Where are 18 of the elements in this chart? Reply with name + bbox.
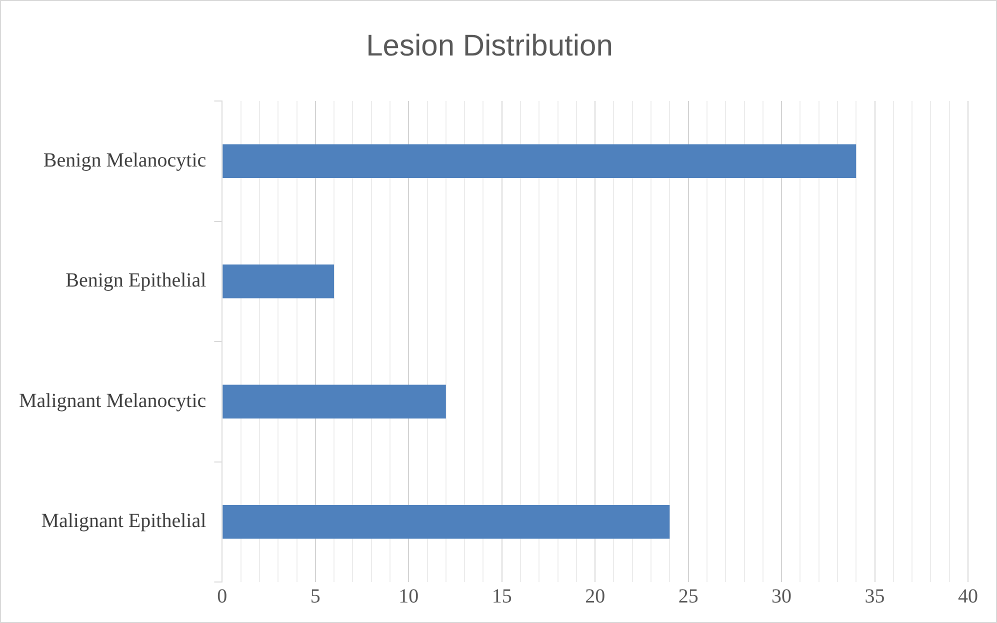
- x-tick-label: 40: [958, 585, 978, 608]
- chart-title: Lesion Distribution: [366, 29, 613, 62]
- y-tick-label: Benign Melanocytic: [43, 149, 206, 172]
- x-tick-label: 35: [864, 585, 885, 608]
- x-tick-label: 15: [492, 585, 512, 608]
- bar: [222, 264, 334, 298]
- bar: [222, 384, 446, 418]
- x-tick-label: 0: [217, 585, 228, 608]
- x-tick-label: 20: [585, 585, 606, 608]
- x-tick-label: 30: [772, 585, 792, 608]
- y-tick-label: Benign Epithelial: [66, 270, 207, 292]
- x-tick-label: 10: [398, 585, 419, 608]
- bar: [222, 144, 856, 178]
- y-tick-label: Malignant Epithelial: [41, 510, 207, 532]
- x-tick-label: 25: [678, 585, 698, 608]
- y-tick-label: Malignant Melanocytic: [18, 390, 206, 412]
- bar: [222, 505, 670, 539]
- x-tick-label: 5: [310, 585, 320, 608]
